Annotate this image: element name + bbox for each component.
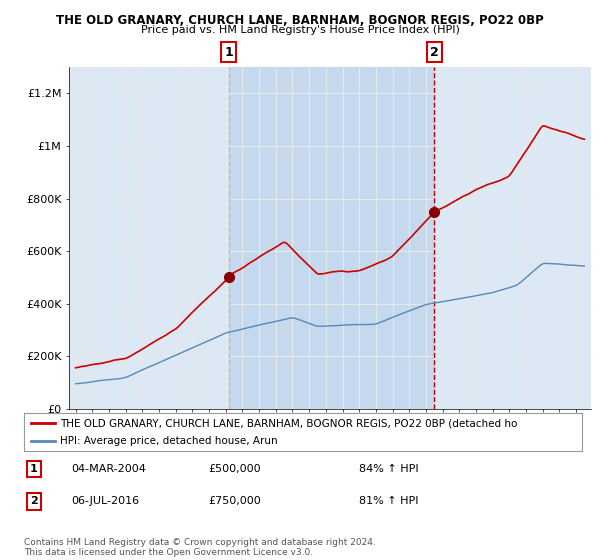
Text: 2: 2 — [430, 46, 439, 59]
Text: THE OLD GRANARY, CHURCH LANE, BARNHAM, BOGNOR REGIS, PO22 0BP: THE OLD GRANARY, CHURCH LANE, BARNHAM, B… — [56, 14, 544, 27]
Text: THE OLD GRANARY, CHURCH LANE, BARNHAM, BOGNOR REGIS, PO22 0BP (detached ho: THE OLD GRANARY, CHURCH LANE, BARNHAM, B… — [60, 418, 518, 428]
Text: 81% ↑ HPI: 81% ↑ HPI — [359, 496, 418, 506]
Text: Contains HM Land Registry data © Crown copyright and database right 2024.
This d: Contains HM Land Registry data © Crown c… — [24, 538, 376, 557]
Text: 1: 1 — [30, 464, 38, 474]
Text: £500,000: £500,000 — [208, 464, 261, 474]
Bar — [229, 67, 434, 409]
Text: 1: 1 — [224, 46, 233, 59]
Text: 06-JUL-2016: 06-JUL-2016 — [71, 496, 140, 506]
Text: £750,000: £750,000 — [208, 496, 261, 506]
Text: 2: 2 — [30, 496, 38, 506]
Text: HPI: Average price, detached house, Arun: HPI: Average price, detached house, Arun — [60, 436, 278, 446]
Text: 84% ↑ HPI: 84% ↑ HPI — [359, 464, 418, 474]
Text: Price paid vs. HM Land Registry's House Price Index (HPI): Price paid vs. HM Land Registry's House … — [140, 25, 460, 35]
Text: 04-MAR-2004: 04-MAR-2004 — [71, 464, 146, 474]
